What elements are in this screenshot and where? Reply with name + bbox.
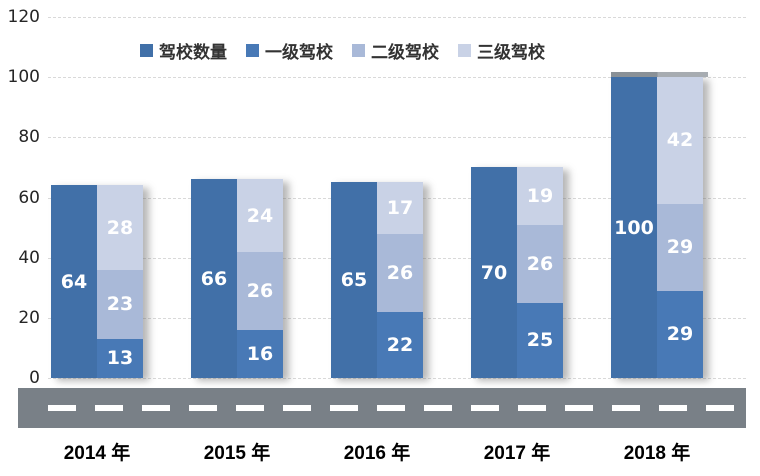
legend-label: 驾校数量 (159, 43, 227, 62)
segment-value: 29 (666, 323, 694, 346)
stack-segment-stack-middle: 26 (377, 233, 423, 312)
stack-segment-stack-bottom: 13 (97, 338, 143, 378)
gridline (48, 137, 746, 139)
segment-value: 22 (386, 333, 414, 356)
total-bar-value: 65 (340, 269, 368, 292)
legend-swatch-icon (246, 44, 259, 57)
bar-group: 100 29 29 42 (611, 72, 708, 378)
stack-segment-stack-top: 42 (657, 77, 703, 204)
stack-segment-stack-middle: 23 (97, 269, 143, 339)
x-axis-category-label: 2014 年 (63, 443, 131, 464)
segment-value: 13 (106, 347, 134, 370)
legend-item-3: 二级驾校 (352, 38, 439, 63)
total-bar: 64 (51, 185, 97, 378)
y-axis-tick-label: 0 (29, 368, 40, 388)
bar-group: 64 13 23 28 (51, 185, 143, 378)
legend-swatch-icon (140, 44, 153, 57)
stacked-bar: 22 26 17 (377, 182, 423, 378)
gridline (48, 17, 746, 18)
legend-swatch-icon (352, 44, 365, 57)
total-bar-value: 70 (480, 261, 508, 284)
stacked-bar: 13 23 28 (97, 185, 143, 378)
x-axis-category-label: 2017 年 (483, 443, 551, 464)
legend-label: 三级驾校 (477, 43, 545, 62)
total-bar: 70 (471, 167, 517, 378)
segment-value: 26 (246, 279, 274, 302)
stack-segment-stack-top: 28 (97, 185, 143, 270)
legend-item-2: 一级驾校 (246, 38, 333, 63)
segment-value: 16 (246, 342, 274, 365)
stack-segment-stack-bottom: 16 (237, 329, 283, 378)
total-bar: 100 (611, 77, 657, 378)
total-bar: 66 (191, 179, 237, 378)
road-graphic (18, 388, 746, 428)
stack-segment-stack-top: 24 (237, 179, 283, 252)
total-bar-value: 66 (200, 267, 228, 290)
road-dashed-line (48, 405, 734, 411)
legend-label: 一级驾校 (265, 43, 333, 62)
stack-segment-stack-middle: 26 (237, 251, 283, 330)
segment-value: 26 (386, 261, 414, 284)
total-bar: 65 (331, 182, 377, 378)
total-bar-value: 64 (60, 270, 88, 293)
stack-segment-stack-top: 19 (517, 167, 563, 225)
x-axis-category-label: 2018 年 (623, 443, 691, 464)
y-axis-tick-label: 80 (18, 127, 40, 148)
legend-item-1: 驾校数量 (140, 38, 227, 63)
segment-value: 26 (526, 252, 554, 275)
segment-value: 42 (666, 129, 694, 152)
x-axis-category-label: 2015 年 (203, 443, 271, 464)
bar-group: 65 22 26 17 (331, 182, 423, 378)
segment-value: 19 (526, 184, 554, 207)
segment-value: 28 (106, 216, 134, 239)
y-axis-tick-label: 120 (7, 7, 40, 27)
bar-group: 66 16 26 24 (191, 179, 283, 378)
stacked-bar: 29 29 42 (657, 77, 703, 378)
y-axis-tick-label: 20 (18, 307, 40, 328)
segment-value: 24 (246, 204, 274, 227)
stack-segment-stack-bottom: 22 (377, 311, 423, 378)
legend-item-4: 三级驾校 (458, 38, 545, 63)
stack-segment-stack-bottom: 25 (517, 302, 563, 378)
gridline (48, 378, 746, 379)
gridline (48, 77, 746, 79)
total-bar-value: 100 (614, 216, 654, 239)
bar-top-cap (611, 72, 708, 78)
stack-segment-stack-middle: 29 (657, 203, 703, 291)
segment-value: 29 (666, 236, 694, 259)
stack-segment-stack-middle: 26 (517, 224, 563, 303)
y-axis-tick-label: 60 (18, 187, 40, 208)
stacked-bar: 16 26 24 (237, 179, 283, 378)
y-axis-tick-label: 40 (18, 247, 40, 268)
y-axis-tick-label: 100 (7, 67, 40, 88)
stack-segment-stack-bottom: 29 (657, 290, 703, 378)
stack-segment-stack-top: 17 (377, 182, 423, 234)
segment-value: 17 (386, 197, 414, 220)
chart-legend: 驾校数量 一级驾校 二级驾校 三级驾校 (140, 38, 545, 63)
legend-label: 二级驾校 (371, 43, 439, 62)
segment-value: 23 (106, 293, 134, 316)
bar-group: 70 25 26 19 (471, 167, 563, 378)
segment-value: 25 (526, 329, 554, 352)
stacked-bar: 25 26 19 (517, 167, 563, 378)
x-axis-category-label: 2016 年 (343, 443, 411, 464)
legend-swatch-icon (458, 44, 471, 57)
